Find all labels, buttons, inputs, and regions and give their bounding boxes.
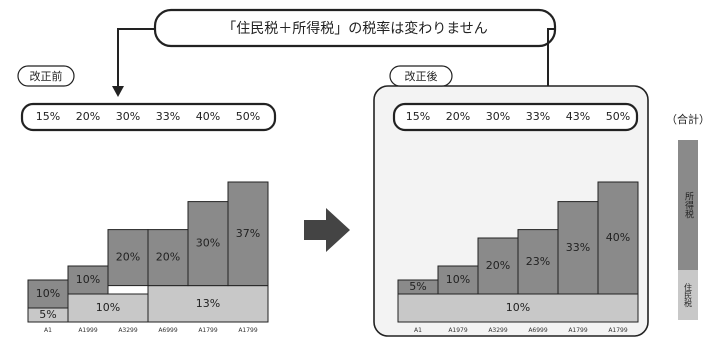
rate-label: 50% (606, 110, 630, 123)
transition-arrow-icon (304, 208, 350, 252)
lower-bar-label: 5% (39, 308, 56, 321)
upper-bar-label: 20% (486, 259, 510, 272)
before-rates: 15% 20% 30% 33% 40% 50% (36, 110, 260, 123)
rate-label: 33% (156, 110, 180, 123)
rate-label: 50% (236, 110, 260, 123)
axis-tick-label: A1979 (448, 327, 468, 334)
lower-bar-label: 10% (506, 301, 530, 314)
rate-label: 43% (566, 110, 590, 123)
upper-bar-label: 20% (156, 251, 180, 264)
upper-bar-label: 23% (526, 255, 550, 268)
before-label: 改正前 (17, 65, 75, 87)
upper-bar-4 (187, 201, 229, 287)
upper-bar-4 (557, 201, 599, 295)
upper-bar-2 (107, 229, 149, 287)
lower-bar-label: 10% (96, 301, 120, 314)
upper-bar-label: 37% (236, 227, 260, 240)
axis-tick-label: A3299 (488, 327, 508, 334)
axis-tick-label: A1799 (198, 327, 218, 334)
upper-bar-2 (477, 237, 519, 295)
rate-label: 30% (116, 110, 140, 123)
before-rates-pill (20, 102, 277, 132)
axis-tick-label: A3299 (118, 327, 138, 334)
axis-tick-label: A1799 (568, 327, 588, 334)
upper-bar-label: 33% (566, 241, 590, 254)
banner: 「住民税＋所得税」の税率は変わりません (153, 8, 557, 48)
rate-label: 15% (406, 110, 430, 123)
axis-tick-label: A1799 (608, 327, 628, 334)
upper-bar-label: 40% (606, 231, 630, 244)
rate-label: 30% (486, 110, 510, 123)
lower-bar-2 (147, 285, 269, 323)
axis-tick-label: A1 (44, 327, 52, 334)
upper-bar-label: 30% (196, 237, 220, 250)
after-rates: 15% 20% 30% 33% 43% 50% (406, 110, 630, 123)
upper-bar-3 (147, 229, 189, 287)
svg-text:改正前: 改正前 (30, 69, 63, 83)
legend-upper-text: 所得税 (683, 191, 694, 219)
before-axis: A1 A1999 A3299 A6999 A1799 A1799 (44, 327, 258, 334)
svg-text:改正後: 改正後 (405, 69, 438, 83)
connector-left (117, 28, 155, 88)
after-chart: 10% 5% 10% 20% 23% 33% 40% (397, 181, 639, 323)
rate-label: 20% (446, 110, 470, 123)
axis-tick-label: A1799 (238, 327, 258, 334)
rate-label: 15% (36, 110, 60, 123)
upper-bar-5 (597, 181, 639, 295)
rate-label: 40% (196, 110, 220, 123)
legend-lower-text: 住民税 (684, 282, 693, 308)
legend-title: （合計） (666, 112, 710, 126)
upper-bar-label: 10% (76, 273, 100, 286)
upper-bar-label: 10% (446, 273, 470, 286)
rate-label: 20% (76, 110, 100, 123)
upper-bar-label: 5% (409, 280, 426, 293)
before-chart: 5% 10% 13% 10% 10% 20% 20% 30% 37% (27, 181, 269, 323)
upper-bar-label: 10% (36, 287, 60, 300)
lower-bar-label: 13% (196, 297, 220, 310)
after-label: 改正後 (389, 65, 453, 87)
connector-right (547, 28, 555, 88)
legend-lower-bar (678, 270, 698, 320)
upper-bar-0 (27, 279, 69, 309)
legend-upper-bar (678, 140, 698, 270)
axis-tick-label: A6999 (528, 327, 548, 334)
upper-bar-label: 20% (116, 251, 140, 264)
connector-lines (117, 28, 555, 88)
after-axis: A1 A1979 A3299 A6999 A1799 A1799 (414, 327, 628, 334)
axis-tick-label: A1999 (78, 327, 98, 334)
axis-tick-label: A1 (414, 327, 422, 334)
legend: （合計） 所得税 住民税 (666, 112, 710, 320)
banner-text: 「住民税＋所得税」の税率は変わりません (222, 20, 488, 37)
connector-left-arrowhead-icon (112, 86, 124, 97)
axis-tick-label: A6999 (158, 327, 178, 334)
rate-label: 33% (526, 110, 550, 123)
lower-bar-0 (397, 293, 639, 323)
upper-bar-3 (517, 229, 559, 295)
upper-bar-5 (227, 181, 269, 287)
after-rates-pill (392, 102, 639, 132)
